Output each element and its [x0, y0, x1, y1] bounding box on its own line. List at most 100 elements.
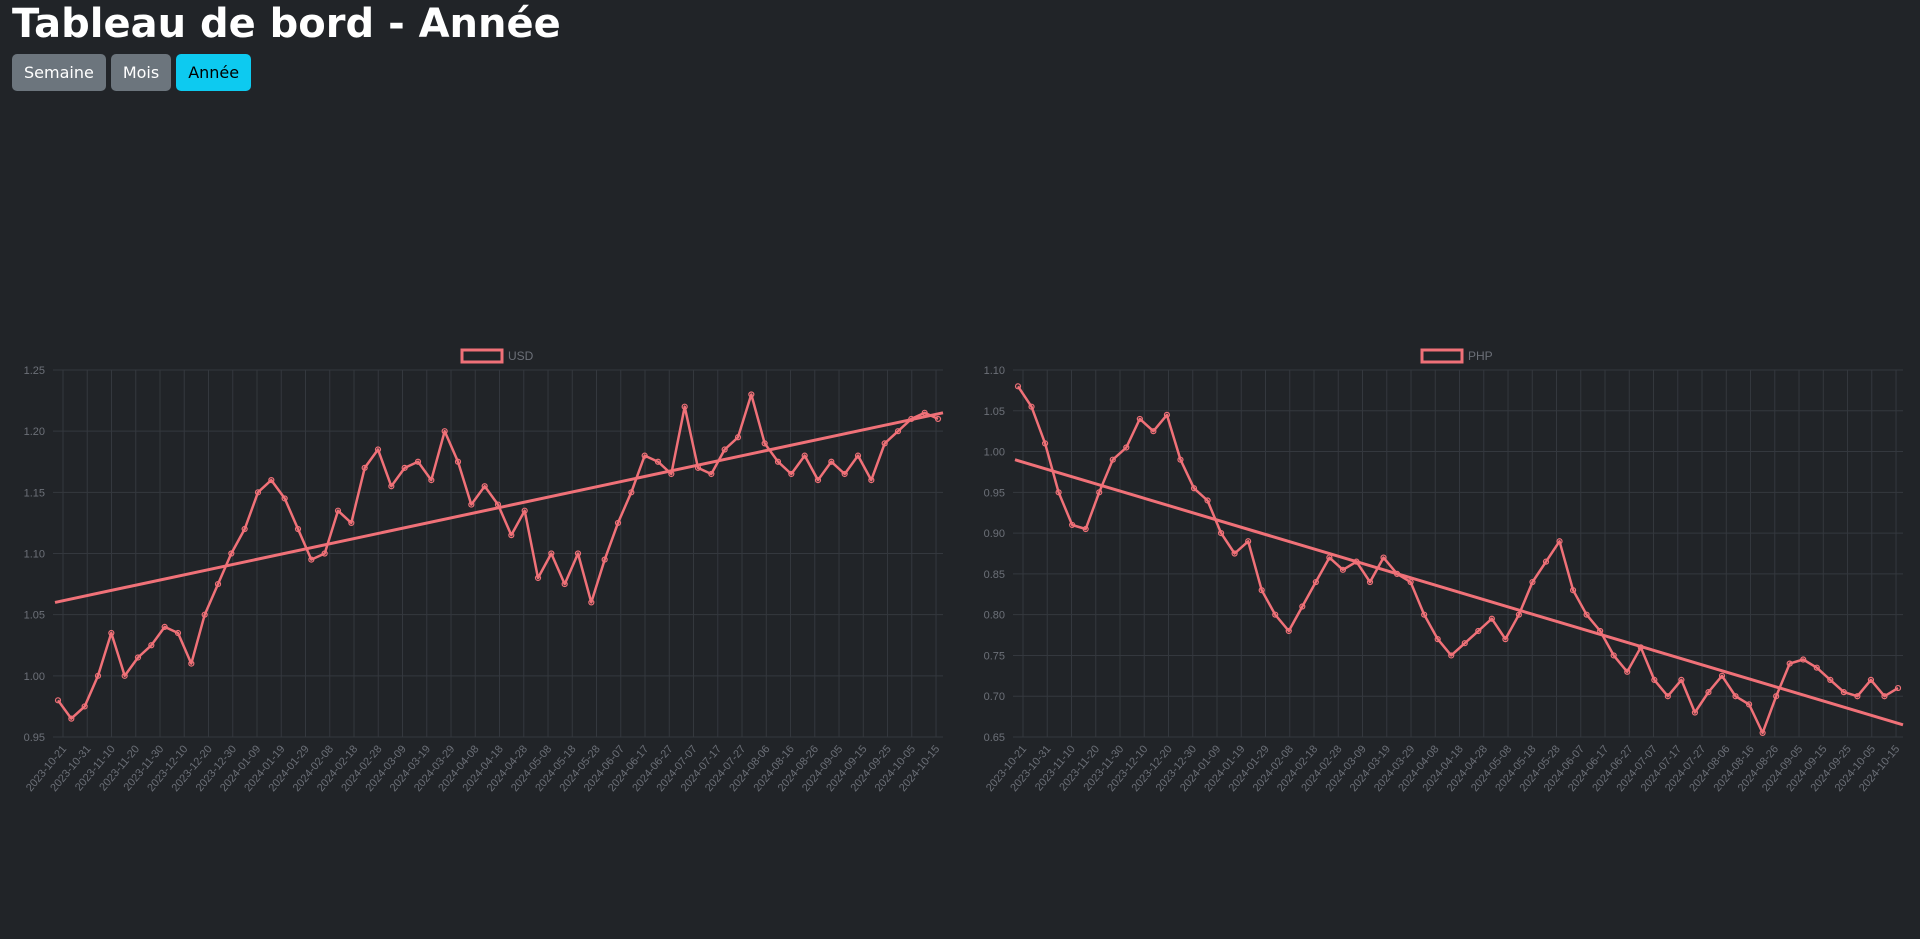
data-point [1664, 693, 1671, 700]
y-tick-label: 1.10 [24, 549, 45, 561]
data-point [1705, 689, 1712, 696]
grid [1013, 369, 1903, 738]
y-tick-label: 1.05 [24, 610, 45, 622]
data-point [1055, 489, 1062, 496]
data-point [1515, 611, 1523, 618]
data-point [481, 483, 488, 490]
data-point [1231, 550, 1238, 557]
data-point [1150, 428, 1157, 435]
y-tick-label: 0.65 [984, 732, 1005, 744]
data-point [134, 654, 142, 661]
data-point [388, 483, 395, 490]
series-points [54, 391, 942, 722]
data-point [1759, 729, 1766, 737]
data-point [1542, 558, 1550, 565]
legend-label: PHP [1468, 349, 1493, 363]
data-point [548, 550, 555, 557]
y-tick-label: 1.20 [24, 426, 45, 438]
data-point [1272, 611, 1279, 618]
data-point [1786, 660, 1793, 667]
data-point [854, 452, 862, 459]
data-point [1813, 664, 1820, 671]
legend: PHP [1420, 348, 1493, 364]
data-point [268, 477, 275, 484]
data-point [748, 391, 755, 398]
week-button[interactable]: Semaine [12, 54, 106, 91]
data-point [614, 519, 622, 527]
data-point [1556, 538, 1563, 545]
y-tick-label: 1.00 [24, 671, 45, 683]
data-point [574, 550, 582, 557]
data-point [1217, 530, 1225, 537]
data-point [68, 715, 75, 722]
data-point [161, 623, 168, 630]
series-points [1014, 383, 1902, 737]
y-tick-label: 1.00 [984, 447, 1005, 459]
data-point [94, 672, 102, 679]
data-point [228, 550, 235, 557]
data-point [1529, 578, 1536, 586]
data-point [1299, 603, 1306, 610]
data-point [254, 489, 262, 496]
data-point [708, 470, 715, 478]
series-line [56, 393, 939, 720]
data-point [108, 629, 115, 637]
y-tick-label: 0.90 [984, 528, 1005, 540]
data-point [148, 642, 155, 649]
data-point [1096, 489, 1103, 496]
data-point [1434, 636, 1441, 643]
data-point [934, 415, 942, 423]
page-title: Tableau de bord - Année [12, 1, 561, 47]
data-point [561, 580, 568, 588]
data-point [881, 440, 888, 447]
data-point [1028, 403, 1035, 410]
data-point [1014, 383, 1022, 390]
data-point [441, 428, 448, 435]
data-point [601, 556, 608, 563]
data-point [734, 434, 742, 441]
data-point [428, 477, 435, 484]
data-point [1163, 411, 1171, 418]
data-point [1854, 693, 1861, 700]
php-chart: 0.65 0.70 0.75 0.80 0.85 0.90 0.95 1.00 1.05 1.10… [984, 348, 1904, 794]
trend-line [54, 411, 944, 604]
data-point [828, 458, 835, 465]
y-tick-label: 0.70 [984, 691, 1005, 703]
data-point [761, 440, 768, 447]
data-point [1448, 652, 1455, 659]
data-point [1312, 578, 1319, 586]
data-point [654, 458, 662, 465]
data-point [814, 477, 822, 484]
data-point [841, 470, 848, 478]
data-point [374, 446, 382, 453]
legend: USD [460, 348, 534, 364]
data-point [588, 599, 595, 606]
month-button[interactable]: Mois [110, 54, 172, 91]
data-point [534, 574, 542, 582]
data-point [1718, 672, 1726, 679]
data-point [1678, 676, 1685, 684]
data-point [1177, 456, 1184, 463]
data-point [1190, 485, 1198, 492]
data-point [1082, 525, 1089, 533]
data-point [81, 703, 88, 710]
data-point [1840, 689, 1847, 696]
data-point [334, 507, 342, 514]
y-tick-label: 1.10 [984, 365, 1005, 377]
data-point [1245, 538, 1252, 545]
data-point [1475, 627, 1482, 635]
year-button[interactable]: Année [176, 54, 252, 91]
data-point [801, 452, 808, 459]
data-point [174, 629, 182, 637]
y-tick-label: 1.05 [984, 406, 1005, 418]
y-tick-label: 0.80 [984, 610, 1005, 622]
data-point [54, 697, 62, 704]
data-point [201, 611, 208, 618]
data-point [788, 470, 795, 478]
y-tick-label: 1.25 [24, 365, 45, 377]
data-point [121, 672, 128, 679]
y-tick-label: 0.85 [984, 569, 1005, 581]
data-point [508, 532, 515, 539]
data-point [294, 525, 302, 533]
data-point [1745, 701, 1753, 708]
